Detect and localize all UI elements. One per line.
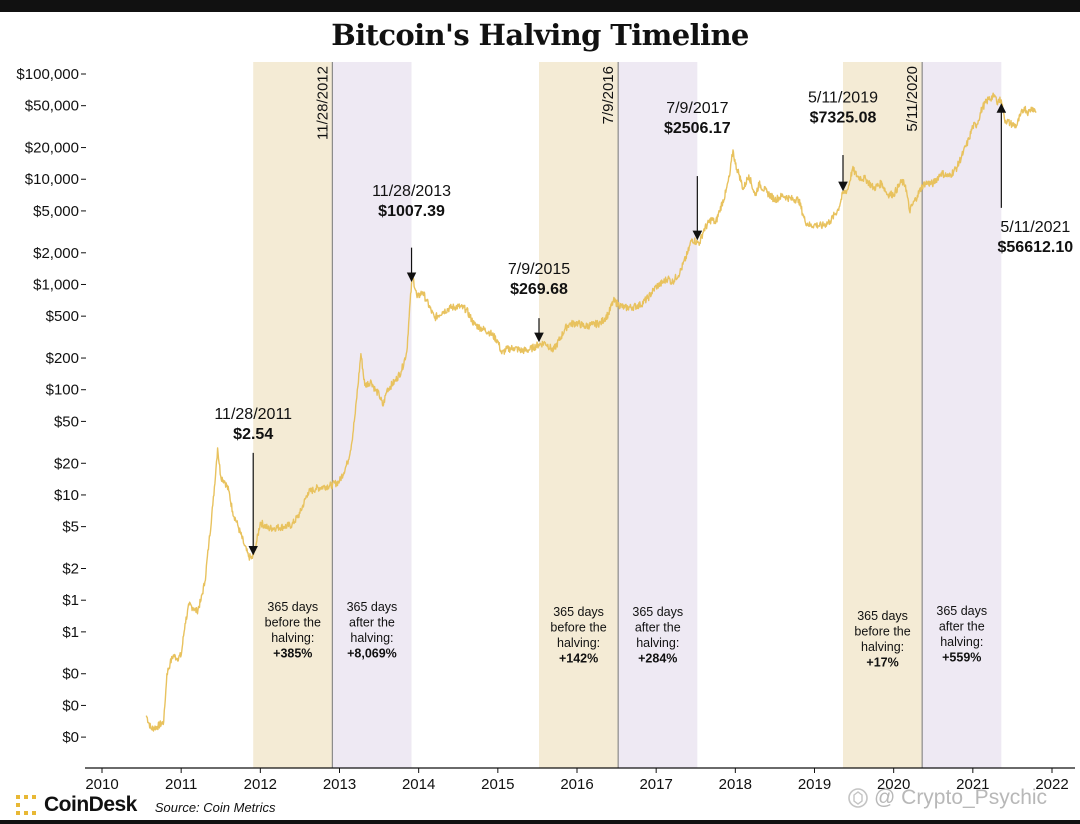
coindesk-logo-icon: [16, 795, 36, 815]
annotation-date: 11/28/2011: [214, 406, 292, 423]
x-tick-label: 2012: [244, 776, 277, 793]
band-percent: +559%: [942, 651, 981, 665]
annotation-value: $1007.39: [378, 203, 445, 220]
brand-name: CoinDesk: [44, 793, 137, 816]
band-before-0: [253, 62, 333, 768]
band-caption-line: 365 days: [347, 600, 398, 614]
halving-date-label: 7/9/2016: [600, 66, 617, 124]
band-percent: +142%: [559, 652, 598, 666]
band-caption-line: after the: [349, 616, 395, 630]
x-tick-label: 2022: [1035, 776, 1068, 793]
x-tick-label: 2017: [639, 776, 672, 793]
annotation-value: $2.54: [233, 426, 273, 443]
y-tick-label: $0: [62, 697, 79, 714]
y-tick-label: $1: [62, 592, 79, 609]
band-caption-line: 365 days: [267, 600, 318, 614]
source-note: Source: Coin Metrics: [154, 799, 276, 815]
top-border: [0, 0, 1080, 12]
halving-date-label: 11/28/2012: [314, 66, 331, 140]
annotation-date: 5/11/2019: [808, 89, 878, 106]
y-tick-label: $10: [54, 487, 79, 504]
x-tick-label: 2021: [956, 776, 989, 793]
y-tick-label: $50,000: [25, 98, 79, 115]
band-caption-line: after the: [939, 620, 985, 634]
x-tick-label: 2011: [165, 776, 197, 793]
band-percent: +385%: [273, 647, 312, 661]
x-tick-label: 2019: [798, 776, 831, 793]
band-percent: +17%: [866, 656, 898, 670]
y-tick-label: $20,000: [25, 140, 79, 157]
price-line-layer: [145, 92, 1037, 732]
y-tick-label: $100: [46, 382, 79, 399]
band-caption-line: 365 days: [632, 605, 683, 619]
band-caption-line: 365 days: [936, 604, 987, 618]
price-line-btc-price-usd-: [145, 92, 1037, 732]
band-caption-line: halving:: [861, 640, 904, 654]
annotation-date: 11/28/2013: [372, 183, 451, 200]
y-tick-label: $5: [62, 519, 79, 536]
band-before-2: [539, 62, 619, 768]
halving-date-label: 5/11/2020: [904, 66, 921, 132]
band-caption-line: halving:: [940, 635, 983, 649]
y-tick-label: $50: [54, 413, 79, 430]
annotation-value: $7325.08: [810, 109, 877, 126]
x-tick-label: 2015: [481, 776, 514, 793]
band-caption-line: halving:: [557, 636, 600, 650]
halving-lines: 11/28/2012 7/9/2016 5/11/2020: [314, 62, 923, 768]
y-tick-label: $0: [62, 729, 79, 746]
bottom-border: [0, 820, 1080, 824]
y-tick-label: $100,000: [16, 66, 79, 83]
band-caption-line: halving:: [350, 631, 393, 645]
x-tick-label: 2018: [719, 776, 752, 793]
x-tick-label: 2013: [323, 776, 356, 793]
band-caption-line: 365 days: [553, 605, 604, 619]
chart-title: Bitcoin's Halving Timeline: [331, 18, 749, 52]
annotation-date: 7/9/2017: [666, 100, 728, 117]
annotation-value: $56612.10: [998, 239, 1074, 256]
band-caption-line: before the: [854, 625, 910, 639]
x-tick-label: 2010: [85, 776, 118, 793]
band-caption-line: before the: [265, 616, 321, 630]
band-after-1: [332, 62, 412, 768]
band-caption-line: before the: [550, 621, 606, 635]
x-tick-label: 2016: [560, 776, 593, 793]
band-caption-line: halving:: [636, 636, 679, 650]
x-tick-label: 2020: [877, 776, 910, 793]
annotation-date: 7/9/2015: [508, 261, 570, 278]
y-tick-label: $2,000: [33, 245, 79, 262]
band-caption-line: 365 days: [857, 609, 908, 623]
y-tick-label: $10,000: [25, 171, 79, 188]
y-tick-label: $2: [62, 561, 79, 578]
x-tick-label: 2014: [402, 776, 435, 793]
band-before-4: [843, 62, 923, 768]
y-tick-label: $1,000: [33, 276, 79, 293]
y-tick-label: $200: [46, 350, 79, 367]
band-caption-line: halving:: [271, 631, 314, 645]
y-tick-label: $20: [54, 455, 79, 472]
watermark-text: @ Crypto_Psychic: [874, 786, 1048, 809]
y-tick-label: $500: [46, 308, 79, 325]
y-tick-label: $1: [62, 624, 79, 641]
band-caption-line: after the: [635, 621, 681, 635]
annotation-date: 5/11/2021: [1000, 219, 1070, 236]
annotation-value: $269.68: [510, 281, 568, 298]
price-annotations: 11/28/2011 $2.54 11/28/2013 $1007.39 7/9/201…: [214, 89, 1074, 556]
footer: CoinDesk Source: Coin Metrics: [14, 793, 276, 817]
chart-axes: 2010 2011 2012 2013 2014 2015 2016 2017 2018 2019…: [16, 66, 1075, 793]
annotation-value: $2506.17: [664, 120, 731, 137]
band-percent: +284%: [638, 652, 677, 666]
y-tick-label: $5,000: [33, 203, 79, 220]
y-tick-label: $0: [62, 666, 79, 683]
watermark: @ Crypto_Psychic: [846, 786, 1047, 810]
watermark-logo-icon: [848, 788, 868, 808]
band-after-3: [618, 62, 698, 768]
band-percent: +8,069%: [347, 647, 397, 661]
